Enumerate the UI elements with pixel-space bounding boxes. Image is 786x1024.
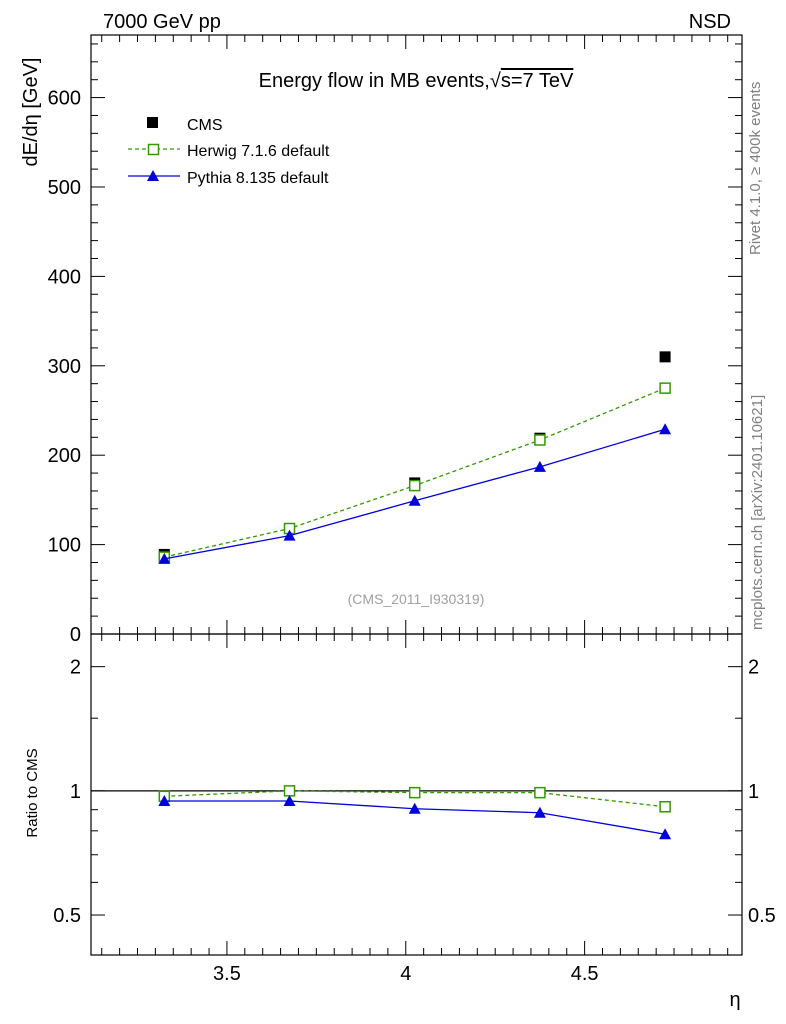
x-tick-label: 3.5 (213, 963, 241, 985)
ratio-y-tick-label: 1 (70, 781, 81, 803)
legend-marker-pythia (147, 170, 159, 181)
chart-title-prefix: Energy flow in MB events, (259, 70, 490, 92)
main-series-line-1 (164, 387, 666, 558)
main-point-0 (659, 351, 671, 363)
ratio-point-0 (283, 785, 296, 797)
legend-label-cms: CMS (187, 117, 223, 134)
main-y-tick-label: 100 (48, 535, 81, 557)
ratio-point-0 (659, 801, 671, 813)
ratio-point-1 (533, 806, 546, 818)
legend-label-pythia: Pythia 8.135 default (187, 170, 329, 187)
x-tick-label: 4 (400, 963, 411, 985)
ratio-point-1 (283, 794, 296, 806)
ratio-point-1 (158, 794, 171, 806)
legend-label-herwig: Herwig 7.1.6 default (187, 143, 330, 160)
main-y-tick-label: 500 (48, 177, 81, 199)
analysis-watermark: (CMS_2011_I930319) (348, 591, 485, 607)
main-point-1 (659, 382, 671, 394)
x-tick-label: 4.5 (571, 963, 599, 985)
ratio-y-tick-label-right: 1 (748, 781, 759, 803)
main-point-2 (158, 552, 171, 564)
ratio-y-tick-label: 0.5 (53, 905, 81, 927)
ratio-point-0 (534, 786, 546, 799)
ratio-y-axis-label: Ratio to CMS (24, 748, 41, 837)
legend-marker-herwig (147, 143, 160, 156)
mcplots-side-label: mcplots.cern.ch [arXiv:2401.10621] (749, 395, 766, 630)
main-y-tick-label: 600 (48, 88, 81, 110)
main-y-axis-label: dE/dη [GeV] (20, 58, 42, 167)
main-point-2 (283, 529, 296, 541)
ratio-plot-frame (90, 633, 743, 956)
main-y-tick-label: 0 (70, 624, 81, 646)
main-point-2 (408, 494, 421, 506)
main-point-1 (534, 434, 546, 446)
ratio-y-tick-label-right: 0.5 (748, 905, 776, 927)
main-point-1 (408, 479, 421, 492)
ratio-y-tick-label: 2 (70, 657, 81, 679)
main-y-tick-label: 400 (48, 266, 81, 288)
header-right-label: NSD (689, 11, 731, 33)
chart-title-sqrt: √ (490, 70, 501, 92)
header-left-label: 7000 GeV pp (103, 11, 221, 33)
main-y-tick-label: 200 (48, 445, 81, 467)
ratio-point-1 (659, 828, 672, 840)
main-point-2 (533, 460, 546, 472)
ratio-point-1 (408, 802, 421, 814)
main-y-tick-label: 300 (48, 356, 81, 378)
chart-title-rest: s=7 TeV (501, 70, 574, 92)
legend-marker-cms (147, 117, 158, 128)
main-point-2 (659, 423, 672, 435)
legend: CMS Herwig 7.1.6 default Pythia 8.135 de… (128, 117, 330, 187)
chart-title: Energy flow in MB events,√s=7 TeV (259, 70, 574, 92)
rivet-side-label: Rivet 4.1.0, ≥ 400k events (747, 82, 764, 255)
x-axis-label: η (729, 989, 740, 1011)
ratio-y-tick-label-right: 2 (748, 657, 759, 679)
ratio-point-0 (408, 786, 421, 799)
